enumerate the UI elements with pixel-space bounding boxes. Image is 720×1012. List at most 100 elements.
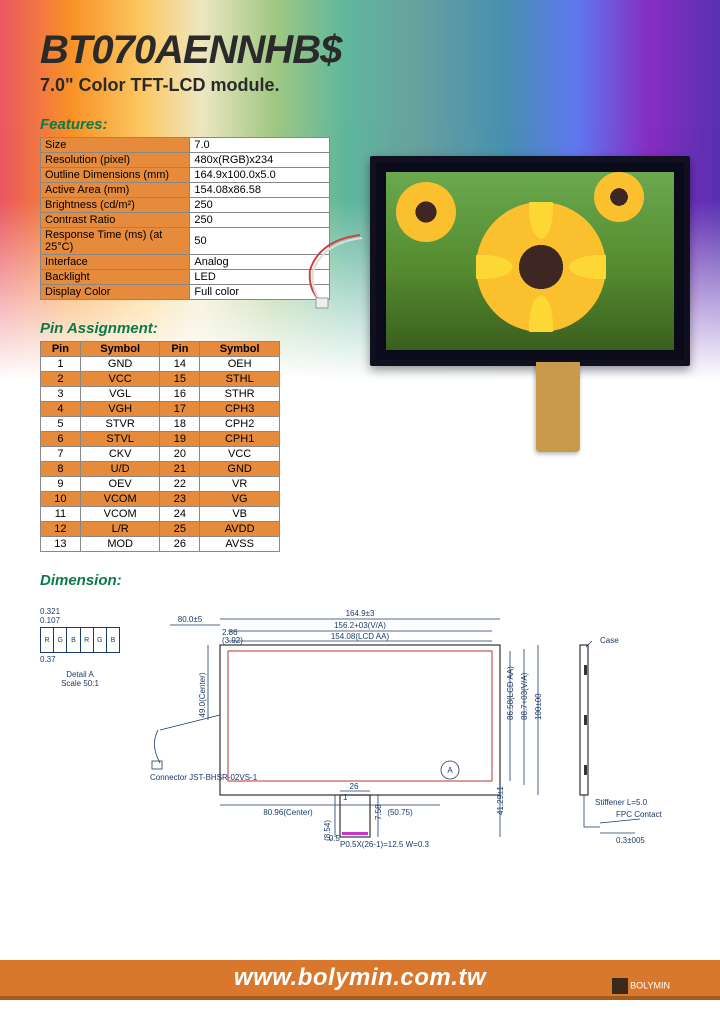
svg-text:Case: Case [600, 636, 619, 645]
svg-text:0.3±005: 0.3±005 [616, 836, 645, 845]
svg-text:0.5: 0.5 [329, 834, 341, 843]
product-subtitle: 7.0" Color TFT-LCD module. [40, 75, 680, 96]
svg-text:80.96(Center): 80.96(Center) [263, 808, 313, 817]
feature-label: Response Time (ms) (at 25°C) [41, 228, 190, 255]
pin-cell: 26 [160, 537, 200, 552]
svg-text:100±00: 100±00 [534, 693, 543, 720]
product-photo [370, 156, 690, 366]
pin-cell: 25 [160, 522, 200, 537]
svg-text:P0.5X(26-1)=12.5 W=0.3: P0.5X(26-1)=12.5 W=0.3 [340, 840, 429, 849]
detail-a-cell: G [54, 628, 67, 652]
pin-cell: STHR [200, 387, 280, 402]
pin-cell: 13 [41, 537, 81, 552]
pin-cell: 4 [41, 402, 81, 417]
svg-text:154.08(LCD AA): 154.08(LCD AA) [331, 632, 390, 641]
pin-cell: 8 [41, 462, 81, 477]
pin-cell: GND [200, 462, 280, 477]
pin-cell: 10 [41, 492, 81, 507]
pin-cell: CPH3 [200, 402, 280, 417]
pin-cell: 11 [41, 507, 81, 522]
pin-header: Pin [41, 342, 81, 357]
pin-cell: 22 [160, 477, 200, 492]
pin-header: Symbol [200, 342, 280, 357]
product-title: BT070AENNHB$ [40, 28, 680, 73]
pin-cell: STHL [200, 372, 280, 387]
pin-cell: 20 [160, 447, 200, 462]
svg-text:Stiffener L=5.0: Stiffener L=5.0 [595, 798, 648, 807]
pin-cell: 14 [160, 357, 200, 372]
feature-value: 154.08x86.58 [190, 183, 330, 198]
brand-logo: BOLYMIN [612, 978, 670, 994]
detail-a-cell: B [107, 628, 119, 652]
footer: www.bolymin.com.tw BOLYMIN [0, 960, 720, 1012]
pin-cell: VCC [80, 372, 160, 387]
pin-cell: 15 [160, 372, 200, 387]
pin-cell: VCOM [80, 507, 160, 522]
pin-cell: 12 [41, 522, 81, 537]
svg-text:FPC Contact: FPC Contact [616, 810, 663, 819]
pin-cell: U/D [80, 462, 160, 477]
pin-cell: VCC [200, 447, 280, 462]
pin-cell: 2 [41, 372, 81, 387]
feature-label: Outline Dimensions (mm) [41, 168, 190, 183]
dimension-drawing: 0.321 0.107 RGBRGB 0.37 Detail A Scale 5… [40, 595, 680, 855]
svg-text:41.29±1: 41.29±1 [496, 786, 505, 815]
svg-text:80.0±5: 80.0±5 [178, 615, 203, 624]
lcd-screen [386, 172, 674, 350]
pin-cell: VG [200, 492, 280, 507]
pin-cell: STVL [80, 432, 160, 447]
pin-cell: GND [80, 357, 160, 372]
svg-text:88.7+03(V/A): 88.7+03(V/A) [520, 672, 529, 720]
feature-label: Resolution (pixel) [41, 153, 190, 168]
feature-label: Display Color [41, 285, 190, 300]
pin-cell: 19 [160, 432, 200, 447]
feature-label: Active Area (mm) [41, 183, 190, 198]
svg-text:A: A [447, 766, 453, 775]
svg-text:156.2+03(V/A): 156.2+03(V/A) [334, 621, 386, 630]
detail-a-cell: R [41, 628, 54, 652]
pin-cell: 21 [160, 462, 200, 477]
feature-label: Interface [41, 255, 190, 270]
pin-header: Symbol [80, 342, 160, 357]
svg-text:Connector JST-BHSR-02VS-1: Connector JST-BHSR-02VS-1 [150, 773, 258, 782]
svg-text:49.0(Center): 49.0(Center) [198, 672, 207, 717]
svg-text:26: 26 [350, 782, 359, 791]
pin-cell: AVSS [200, 537, 280, 552]
svg-text:164.9±3: 164.9±3 [346, 609, 375, 618]
feature-value: 7.0 [190, 138, 330, 153]
pin-cell: CKV [80, 447, 160, 462]
pin-cell: 6 [41, 432, 81, 447]
feature-value: 250 [190, 198, 330, 213]
pin-cell: OEV [80, 477, 160, 492]
footer-url: www.bolymin.com.tw [234, 964, 486, 992]
pin-cell: 18 [160, 417, 200, 432]
pin-cell: CPH1 [200, 432, 280, 447]
pin-cell: 16 [160, 387, 200, 402]
pin-cell: STVR [80, 417, 160, 432]
detail-a-cell: R [81, 628, 94, 652]
pin-cell: 7 [41, 447, 81, 462]
pin-cell: L/R [80, 522, 160, 537]
pin-cell: 5 [41, 417, 81, 432]
pin-cell: 3 [41, 387, 81, 402]
pin-cell: VB [200, 507, 280, 522]
svg-text:1: 1 [343, 793, 348, 802]
pin-cell: 17 [160, 402, 200, 417]
feature-label: Contrast Ratio [41, 213, 190, 228]
pin-table: PinSymbolPinSymbol1GND14OEH2VCC15STHL3VG… [40, 341, 280, 552]
pin-cell: 24 [160, 507, 200, 522]
feature-label: Size [41, 138, 190, 153]
pin-cell: MOD [80, 537, 160, 552]
feature-value: 250 [190, 213, 330, 228]
pin-cell: VR [200, 477, 280, 492]
feature-value: 164.9x100.0x5.0 [190, 168, 330, 183]
svg-text:86.58(LCD AA): 86.58(LCD AA) [506, 666, 515, 720]
pin-cell: VCOM [80, 492, 160, 507]
pin-cell: VGH [80, 402, 160, 417]
pin-cell: 23 [160, 492, 200, 507]
pin-cell: OEH [200, 357, 280, 372]
detail-a-cell: G [94, 628, 107, 652]
pin-header: Pin [160, 342, 200, 357]
detail-a-cells: RGBRGB [40, 627, 120, 653]
features-heading: Features: [40, 116, 680, 133]
